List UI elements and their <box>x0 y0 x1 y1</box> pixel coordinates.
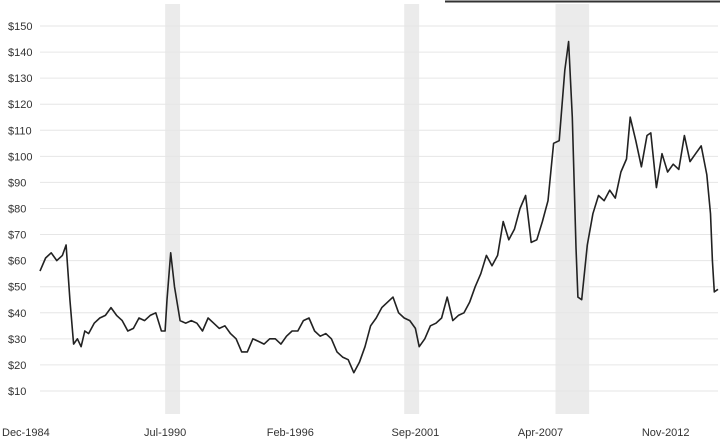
y-tick-label: $20 <box>8 360 26 372</box>
recession-band-3 <box>555 4 590 414</box>
recession-band-2 <box>404 4 420 414</box>
y-tick-label: $40 <box>8 308 26 320</box>
y-tick-label: $130 <box>8 73 32 85</box>
y-tick-label: $140 <box>8 47 32 59</box>
x-tick-label: Feb-1996 <box>267 427 314 439</box>
x-tick-label: Apr-2007 <box>518 427 563 439</box>
y-tick-label: $90 <box>8 177 26 189</box>
gridlines <box>40 25 718 392</box>
series-line-1 <box>39 40 719 374</box>
y-tick-label: $100 <box>8 151 32 163</box>
x-tick-label: Jul-1990 <box>144 427 186 439</box>
y-tick-label: $50 <box>8 282 26 294</box>
x-axis-tick-labels: Dec-1984 Jul-1990 Feb-1996 Sep-2001 Apr-2007… <box>2 427 690 439</box>
recession-band-1 <box>165 4 181 414</box>
recession-bands <box>165 4 590 414</box>
y-tick-label: $60 <box>8 256 26 268</box>
y-axis-tick-labels: $10 $20 $30 $40 $50 $60 $70 $80 $90 $100 $110 $120 $… <box>8 21 32 398</box>
y-tick-label: $120 <box>8 99 32 111</box>
y-tick-label: $150 <box>8 21 32 33</box>
x-tick-label: Nov-2012 <box>642 427 690 439</box>
y-tick-label: $110 <box>8 125 32 137</box>
series-lines <box>39 40 719 374</box>
y-tick-label: $30 <box>8 334 26 346</box>
y-tick-label: $10 <box>8 386 26 398</box>
y-tick-label: $80 <box>8 203 26 215</box>
x-tick-label: Dec-1984 <box>2 427 50 439</box>
y-tick-label: $70 <box>8 230 26 242</box>
x-tick-label: Sep-2001 <box>392 427 440 439</box>
